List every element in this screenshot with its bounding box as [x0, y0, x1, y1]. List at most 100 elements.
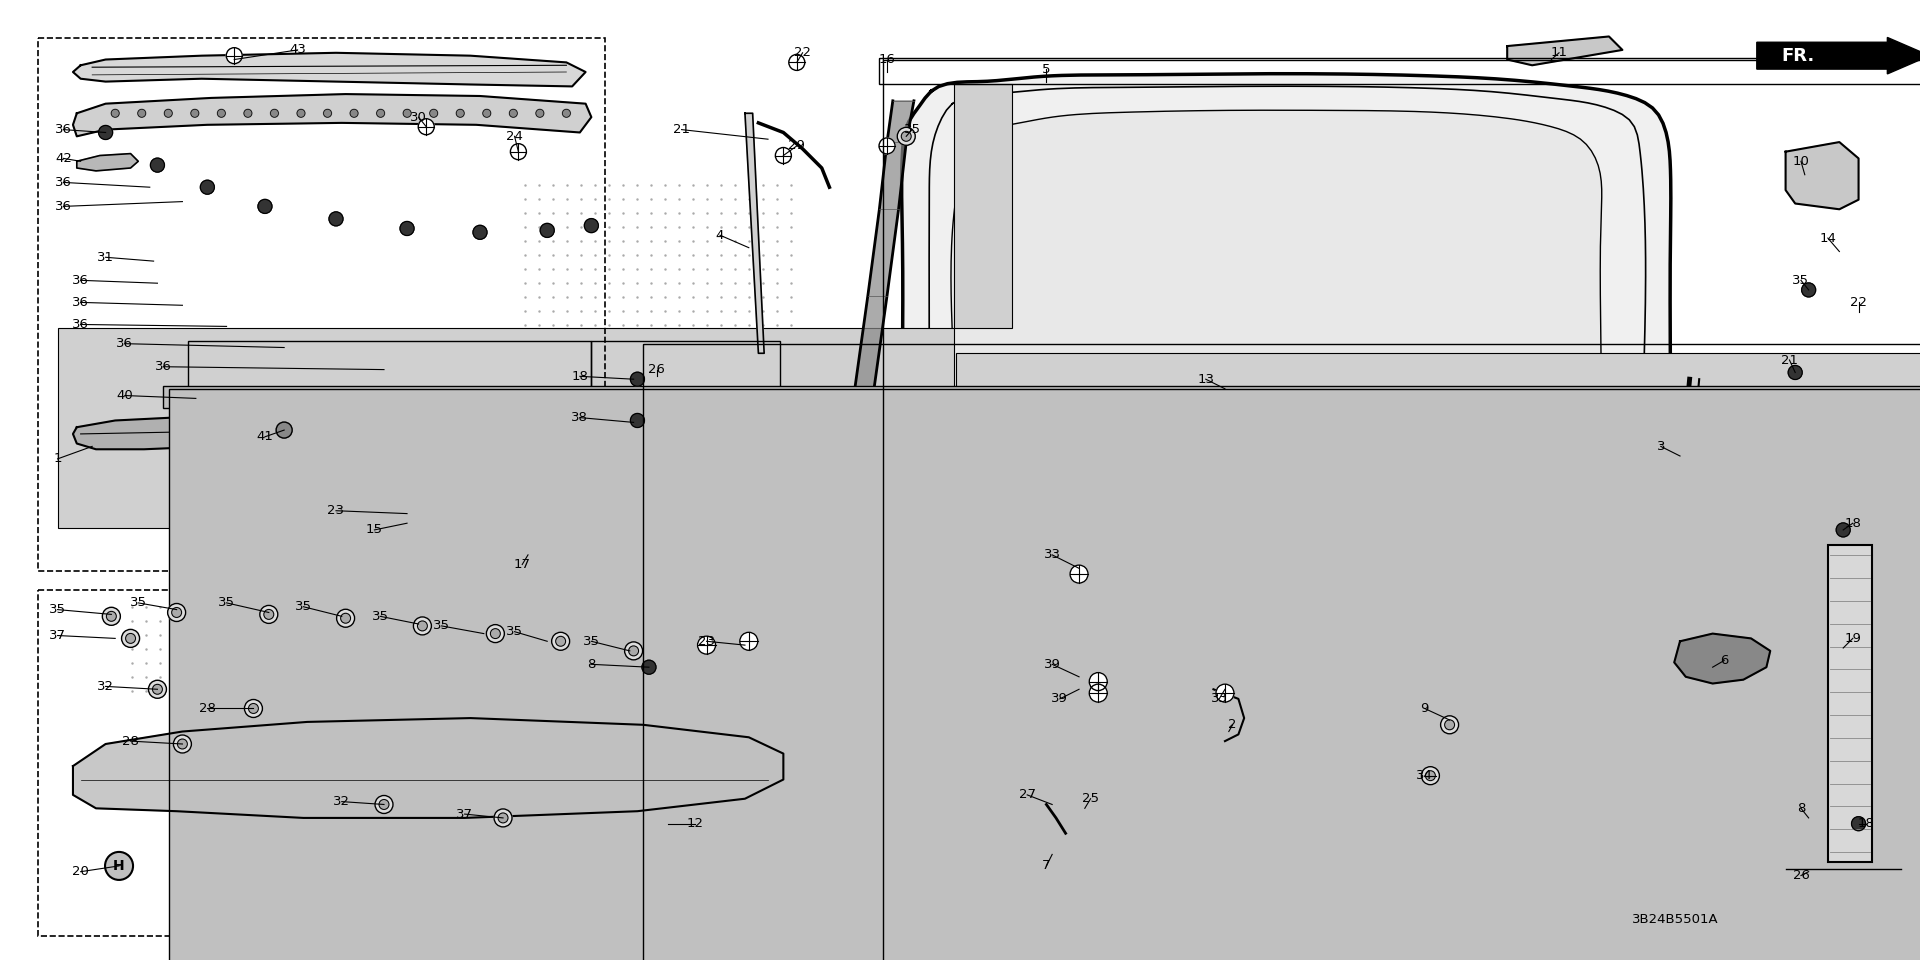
Text: 33: 33	[1044, 548, 1060, 562]
Circle shape	[776, 148, 791, 163]
Circle shape	[536, 109, 543, 117]
Text: 35: 35	[434, 619, 449, 633]
Circle shape	[111, 109, 119, 117]
Text: 18: 18	[1845, 516, 1860, 530]
Circle shape	[490, 629, 501, 638]
Bar	[954, 84, 1012, 328]
Text: 39: 39	[1052, 692, 1068, 706]
Text: 15: 15	[367, 523, 382, 537]
Text: 35: 35	[131, 596, 146, 610]
Text: 35: 35	[50, 603, 65, 616]
Circle shape	[486, 625, 505, 642]
Text: 30: 30	[411, 110, 426, 124]
Text: 28: 28	[123, 734, 138, 748]
Polygon shape	[73, 53, 586, 86]
Text: 16: 16	[879, 53, 895, 66]
Text: 22: 22	[1851, 296, 1866, 309]
Bar	[956, 353, 1920, 478]
Circle shape	[148, 681, 167, 698]
Circle shape	[551, 633, 570, 650]
Circle shape	[897, 128, 916, 145]
Text: 35: 35	[372, 610, 388, 623]
Circle shape	[697, 636, 716, 654]
Circle shape	[298, 109, 305, 117]
Circle shape	[150, 158, 165, 172]
Circle shape	[413, 617, 432, 635]
Text: 35: 35	[507, 625, 522, 638]
Circle shape	[900, 132, 912, 141]
Text: 9: 9	[1421, 702, 1428, 715]
Text: 23: 23	[328, 504, 344, 517]
Circle shape	[1836, 523, 1851, 537]
Text: 14: 14	[1820, 231, 1836, 245]
Circle shape	[138, 109, 146, 117]
Circle shape	[328, 212, 344, 226]
Circle shape	[540, 224, 555, 237]
Circle shape	[430, 109, 438, 117]
FancyArrow shape	[1757, 37, 1920, 74]
Text: 6: 6	[1720, 654, 1728, 667]
Circle shape	[165, 109, 173, 117]
Circle shape	[624, 642, 643, 660]
Circle shape	[152, 684, 163, 694]
Text: 18: 18	[1859, 817, 1874, 830]
Text: 3B24B5501A: 3B24B5501A	[1632, 913, 1718, 926]
Text: 39: 39	[1044, 658, 1060, 671]
Circle shape	[419, 119, 434, 134]
Polygon shape	[902, 74, 1670, 828]
Polygon shape	[745, 113, 764, 353]
Polygon shape	[833, 101, 914, 718]
Text: 11: 11	[1551, 46, 1567, 60]
Text: 7: 7	[1043, 859, 1050, 873]
Circle shape	[1851, 817, 1866, 830]
Text: 20: 20	[73, 865, 88, 878]
Text: 36: 36	[56, 123, 71, 136]
Text: 32: 32	[334, 795, 349, 808]
Circle shape	[271, 109, 278, 117]
Circle shape	[1425, 771, 1436, 780]
Circle shape	[177, 739, 188, 749]
Bar	[879, 58, 1920, 84]
Circle shape	[789, 55, 804, 70]
Circle shape	[276, 422, 292, 438]
Text: 35: 35	[296, 600, 311, 613]
Circle shape	[630, 372, 645, 386]
Text: 10: 10	[1793, 155, 1809, 168]
Circle shape	[511, 144, 526, 159]
Circle shape	[121, 630, 140, 647]
Circle shape	[106, 852, 132, 880]
Text: 4: 4	[716, 228, 724, 242]
Text: 13: 13	[1198, 372, 1213, 386]
Text: 32: 32	[98, 680, 113, 693]
Circle shape	[641, 660, 657, 674]
Polygon shape	[73, 718, 783, 818]
Circle shape	[244, 109, 252, 117]
Circle shape	[376, 109, 384, 117]
Circle shape	[340, 613, 351, 623]
Circle shape	[102, 608, 121, 625]
Text: 35: 35	[219, 596, 234, 610]
Circle shape	[217, 109, 225, 117]
Circle shape	[171, 608, 182, 617]
Polygon shape	[73, 94, 591, 136]
Circle shape	[879, 138, 895, 154]
Text: H: H	[113, 859, 125, 873]
Circle shape	[257, 200, 273, 213]
Circle shape	[167, 604, 186, 621]
Circle shape	[1421, 767, 1440, 784]
Text: 34: 34	[1417, 769, 1432, 782]
Text: 35: 35	[584, 635, 599, 648]
Polygon shape	[1674, 634, 1770, 684]
Circle shape	[457, 109, 465, 117]
Text: 3: 3	[1657, 440, 1665, 453]
Polygon shape	[1507, 36, 1622, 65]
Circle shape	[1801, 283, 1816, 297]
Text: 40: 40	[117, 389, 132, 402]
Text: 2: 2	[1229, 718, 1236, 732]
Text: 8: 8	[588, 658, 595, 671]
Circle shape	[125, 634, 136, 643]
Circle shape	[374, 796, 394, 813]
Text: 24: 24	[507, 130, 522, 143]
Text: 37: 37	[50, 629, 65, 642]
Text: 38: 38	[572, 411, 588, 424]
